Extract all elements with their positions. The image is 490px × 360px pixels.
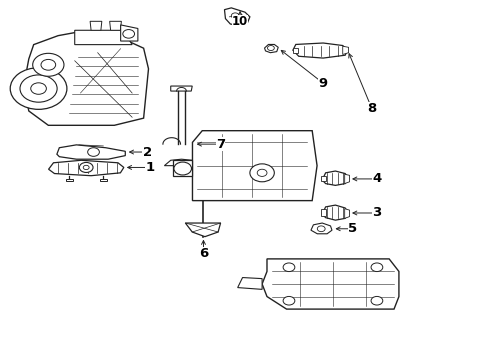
Polygon shape	[110, 21, 122, 30]
Polygon shape	[164, 159, 192, 166]
Polygon shape	[224, 8, 250, 26]
Polygon shape	[49, 160, 124, 176]
Circle shape	[31, 83, 47, 94]
Circle shape	[371, 263, 383, 271]
Circle shape	[371, 296, 383, 305]
Text: 2: 2	[143, 145, 152, 158]
Circle shape	[88, 148, 99, 156]
Circle shape	[250, 164, 274, 182]
Circle shape	[33, 53, 64, 76]
Circle shape	[318, 226, 325, 231]
Polygon shape	[322, 171, 348, 185]
Polygon shape	[238, 278, 262, 289]
Polygon shape	[173, 160, 193, 176]
Polygon shape	[74, 30, 132, 45]
Polygon shape	[193, 131, 317, 201]
Polygon shape	[321, 210, 326, 216]
Polygon shape	[57, 145, 125, 159]
Polygon shape	[321, 176, 326, 181]
Polygon shape	[171, 86, 192, 91]
Circle shape	[20, 75, 57, 102]
Polygon shape	[293, 43, 347, 58]
Circle shape	[79, 162, 93, 172]
Circle shape	[231, 13, 239, 19]
Circle shape	[83, 165, 89, 170]
Text: 3: 3	[372, 207, 382, 220]
Circle shape	[10, 68, 67, 109]
Text: 7: 7	[216, 138, 225, 150]
Circle shape	[283, 263, 295, 271]
Text: 8: 8	[368, 103, 377, 116]
Polygon shape	[66, 179, 73, 181]
Text: 10: 10	[232, 15, 248, 28]
Polygon shape	[121, 25, 138, 41]
Polygon shape	[311, 223, 332, 234]
Polygon shape	[185, 223, 220, 237]
Circle shape	[268, 45, 274, 50]
Polygon shape	[90, 21, 102, 30]
Circle shape	[283, 296, 295, 305]
Polygon shape	[100, 179, 107, 181]
Circle shape	[123, 30, 135, 38]
Circle shape	[41, 59, 56, 70]
Text: 5: 5	[348, 222, 357, 235]
Polygon shape	[293, 48, 298, 53]
Polygon shape	[265, 44, 278, 53]
Text: 6: 6	[199, 247, 208, 260]
Text: 9: 9	[318, 77, 328, 90]
Polygon shape	[322, 205, 348, 220]
Polygon shape	[344, 174, 349, 184]
Polygon shape	[343, 46, 348, 54]
Polygon shape	[262, 259, 399, 309]
Polygon shape	[344, 209, 349, 219]
Circle shape	[174, 162, 192, 175]
Text: 4: 4	[372, 172, 382, 185]
Text: 1: 1	[145, 161, 154, 174]
Polygon shape	[24, 32, 148, 125]
Circle shape	[257, 169, 267, 176]
